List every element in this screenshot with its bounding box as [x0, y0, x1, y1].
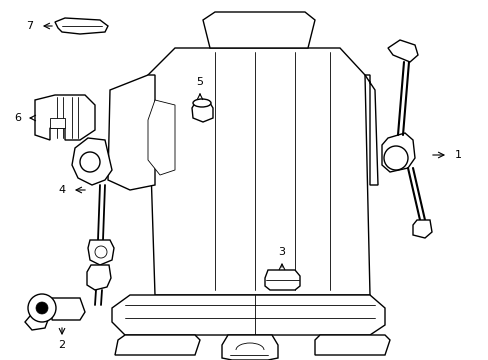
Polygon shape	[72, 138, 112, 185]
Circle shape	[28, 294, 56, 322]
Polygon shape	[387, 40, 417, 62]
Polygon shape	[25, 314, 48, 330]
Polygon shape	[364, 75, 377, 185]
Polygon shape	[264, 270, 299, 290]
Circle shape	[383, 146, 407, 170]
Polygon shape	[203, 12, 314, 48]
Circle shape	[36, 302, 48, 314]
Ellipse shape	[193, 99, 210, 107]
Text: 3: 3	[278, 247, 285, 257]
Polygon shape	[412, 220, 431, 238]
Text: 7: 7	[26, 21, 34, 31]
Polygon shape	[148, 48, 369, 295]
Polygon shape	[314, 335, 389, 355]
Polygon shape	[35, 95, 95, 140]
Polygon shape	[88, 240, 114, 265]
Polygon shape	[52, 298, 85, 320]
Polygon shape	[112, 295, 384, 335]
Polygon shape	[381, 133, 414, 172]
Polygon shape	[50, 118, 65, 128]
Text: 1: 1	[453, 150, 461, 160]
Polygon shape	[192, 103, 213, 122]
Polygon shape	[108, 75, 155, 190]
Polygon shape	[55, 18, 108, 34]
Polygon shape	[115, 335, 200, 355]
Text: 6: 6	[15, 113, 21, 123]
Text: 4: 4	[59, 185, 65, 195]
Text: 2: 2	[59, 340, 65, 350]
Text: 5: 5	[196, 77, 203, 87]
Circle shape	[95, 246, 107, 258]
Polygon shape	[87, 265, 111, 290]
Polygon shape	[148, 100, 175, 175]
Circle shape	[80, 152, 100, 172]
Polygon shape	[222, 335, 278, 360]
